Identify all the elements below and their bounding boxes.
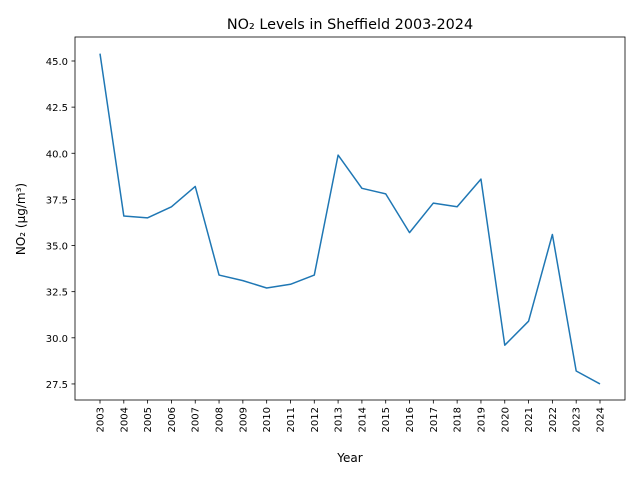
x-tick-label: 2004	[119, 407, 130, 432]
x-tick-label: 2020	[500, 407, 511, 432]
x-tick-label: 2010	[262, 407, 273, 432]
x-tick-label: 2006	[167, 407, 178, 432]
x-tick-label: 2008	[215, 407, 226, 432]
x-tick-label: 2011	[286, 407, 297, 432]
x-tick-label: 2005	[143, 407, 154, 432]
y-axis-label: NO₂ (µg/m³)	[14, 183, 28, 255]
x-tick-label: 2022	[548, 407, 559, 432]
x-tick-label: 2003	[96, 407, 107, 432]
y-tick-label: 35.0	[46, 242, 68, 253]
y-tick-label: 40.0	[46, 149, 68, 160]
y-tick-label: 42.5	[46, 103, 68, 114]
x-tick-label: 2007	[191, 407, 202, 432]
x-tick-label: 2017	[429, 407, 440, 432]
y-tick-label: 27.5	[46, 380, 68, 391]
x-tick-label: 2013	[334, 407, 345, 432]
x-tick-label: 2018	[453, 407, 464, 432]
plot-area	[75, 37, 625, 400]
y-tick-label: 30.0	[46, 334, 68, 345]
y-tick-label: 37.5	[46, 195, 68, 206]
x-tick-label: 2014	[357, 407, 368, 432]
x-tick-label: 2012	[310, 407, 321, 432]
x-tick-label: 2021	[524, 407, 535, 432]
x-tick-label: 2023	[572, 407, 583, 432]
y-tick-label: 45.0	[46, 57, 68, 68]
y-tick-label: 32.5	[46, 288, 68, 299]
chart-title: NO₂ Levels in Sheffield 2003-2024	[227, 17, 473, 33]
x-tick-label: 2019	[476, 407, 487, 432]
x-tick-label: 2015	[381, 407, 392, 432]
x-tick-label: 2024	[596, 407, 607, 432]
x-axis-label: Year	[336, 451, 362, 465]
x-tick-label: 2016	[405, 407, 416, 432]
x-tick-label: 2009	[238, 407, 249, 432]
series-line	[100, 54, 600, 384]
